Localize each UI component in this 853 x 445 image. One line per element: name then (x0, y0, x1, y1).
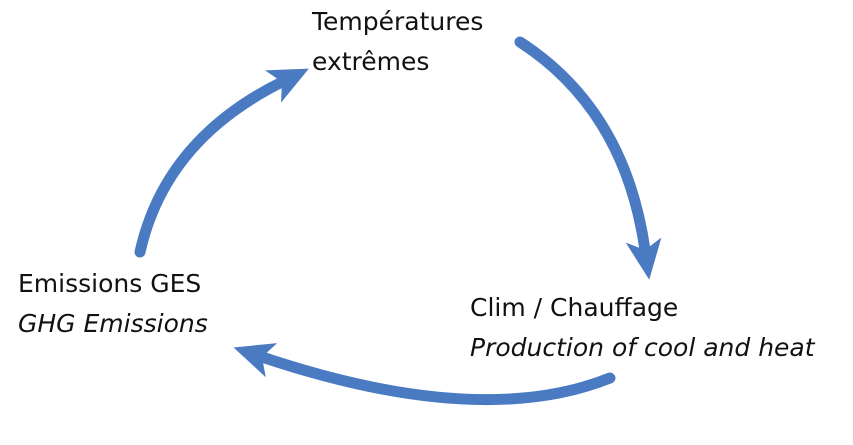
arrow (514, 36, 662, 280)
arrow (233, 343, 616, 406)
arrow (134, 68, 309, 258)
node-sublabel: Production of cool and heat (470, 333, 815, 362)
node-sublabel: GHG Emissions (18, 309, 208, 338)
node-label: Clim / Chauffage (470, 293, 679, 322)
node-label: Températures (312, 7, 484, 36)
node-label: Emissions GES (18, 269, 202, 298)
node-sublabel: extrêmes (312, 47, 430, 76)
